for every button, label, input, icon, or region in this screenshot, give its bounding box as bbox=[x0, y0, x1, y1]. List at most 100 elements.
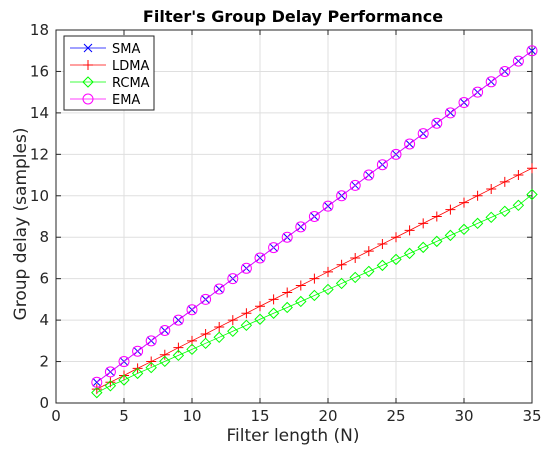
data-point-ema bbox=[159, 324, 171, 336]
data-point-ldma bbox=[241, 308, 252, 319]
axes-box bbox=[55, 29, 533, 404]
data-point-ldma bbox=[472, 190, 483, 201]
legend-entry-sma: SMA bbox=[70, 42, 140, 57]
data-point-rcma bbox=[172, 349, 185, 362]
x-tick-label: 20 bbox=[318, 407, 337, 425]
data-point-rcma bbox=[403, 247, 416, 260]
data-point-ema bbox=[512, 55, 524, 67]
data-point-ema bbox=[91, 376, 103, 388]
data-point-ema bbox=[104, 366, 116, 378]
data-point-ldma bbox=[323, 266, 333, 277]
data-point-ldma bbox=[336, 259, 347, 270]
y-tick-label: 0 bbox=[39, 394, 49, 412]
data-point-ema bbox=[295, 221, 307, 233]
data-point-ema bbox=[336, 190, 348, 202]
data-point-ldma bbox=[459, 197, 469, 208]
data-point-ldma bbox=[445, 204, 456, 215]
series-ldma bbox=[91, 163, 537, 395]
data-point-ldma bbox=[214, 321, 225, 332]
data-point-ldma bbox=[404, 225, 415, 236]
legend-marker-ema bbox=[82, 93, 94, 105]
data-point-rcma bbox=[227, 325, 239, 338]
y-tick-label: 8 bbox=[39, 228, 49, 246]
data-point-rcma bbox=[458, 223, 470, 236]
chart-title: Filter's Group Delay Performance bbox=[143, 7, 443, 26]
x-tick-label: 10 bbox=[182, 407, 201, 425]
data-point-rcma bbox=[240, 319, 253, 331]
data-point-ema bbox=[431, 117, 443, 129]
series-line-ema bbox=[96, 50, 533, 383]
data-point-rcma bbox=[186, 343, 198, 356]
y-tick-label: 4 bbox=[39, 311, 49, 329]
data-point-ema bbox=[213, 283, 225, 295]
data-point-ldma bbox=[486, 183, 497, 194]
data-point-ema bbox=[172, 314, 184, 326]
data-point-ldma bbox=[499, 176, 510, 187]
data-point-ldma bbox=[227, 315, 238, 326]
x-tick-label: 5 bbox=[119, 407, 129, 425]
data-point-ema bbox=[390, 148, 402, 160]
data-point-ema bbox=[227, 273, 239, 285]
x-tick-label: 30 bbox=[454, 407, 473, 425]
data-point-ldma bbox=[200, 328, 211, 339]
data-point-ema bbox=[322, 200, 334, 212]
data-point-ldma bbox=[527, 163, 537, 174]
data-point-rcma bbox=[322, 283, 334, 296]
data-point-ldma bbox=[431, 211, 442, 222]
data-point-ldma bbox=[513, 170, 524, 181]
data-point-ldma bbox=[418, 218, 429, 229]
data-point-ldma bbox=[268, 294, 279, 305]
data-point-ldma bbox=[146, 356, 157, 367]
data-point-ema bbox=[458, 97, 470, 109]
data-point-ldma bbox=[255, 301, 265, 312]
data-point-rcma bbox=[485, 211, 497, 224]
data-point-ema bbox=[240, 262, 252, 274]
data-point-ema bbox=[376, 159, 388, 171]
legend-marker-sma bbox=[83, 43, 93, 53]
legend-label-ldma: LDMA bbox=[112, 59, 149, 74]
data-point-ema bbox=[363, 169, 375, 181]
data-point-ldma bbox=[282, 287, 293, 298]
data-point-rcma bbox=[512, 199, 525, 212]
data-point-ema bbox=[145, 335, 157, 347]
y-tick-label: 10 bbox=[30, 187, 49, 205]
data-point-rcma bbox=[131, 367, 144, 380]
data-point-ema bbox=[417, 128, 429, 140]
data-point-ldma bbox=[391, 232, 401, 243]
y-tick-label: 12 bbox=[30, 145, 49, 163]
data-point-ema bbox=[349, 179, 361, 191]
data-point-rcma bbox=[308, 289, 321, 302]
data-point-ema bbox=[186, 304, 198, 316]
data-point-ema bbox=[268, 242, 280, 254]
data-point-ldma bbox=[309, 273, 320, 284]
y-tick-label: 18 bbox=[30, 21, 49, 39]
data-point-ldma bbox=[363, 246, 374, 257]
data-point-ema bbox=[118, 356, 130, 368]
data-point-rcma bbox=[145, 361, 157, 374]
legend-label-rcma: RCMA bbox=[112, 76, 150, 91]
x-tick-label: 35 bbox=[522, 407, 541, 425]
legend-label-sma: SMA bbox=[112, 42, 140, 57]
data-point-rcma bbox=[431, 235, 443, 248]
y-tick-label: 6 bbox=[39, 270, 49, 288]
data-point-rcma bbox=[254, 313, 266, 325]
series-line-rcma bbox=[96, 194, 533, 393]
x-tick-label: 15 bbox=[250, 407, 269, 425]
x-tick-label: 0 bbox=[51, 407, 61, 425]
data-point-ema bbox=[254, 252, 266, 264]
y-tick-label: 2 bbox=[39, 353, 49, 371]
data-point-ema bbox=[132, 345, 144, 357]
legend-marker-rcma bbox=[82, 76, 94, 88]
data-point-ldma bbox=[350, 252, 361, 263]
data-point-rcma bbox=[376, 259, 389, 272]
data-point-rcma bbox=[104, 380, 117, 392]
data-point-ema bbox=[308, 211, 320, 222]
data-point-rcma bbox=[199, 337, 212, 350]
legend-entry-ema: EMA bbox=[70, 93, 140, 108]
data-point-ema bbox=[444, 107, 456, 119]
data-point-rcma bbox=[213, 331, 225, 344]
data-point-ldma bbox=[377, 239, 388, 250]
x-tick-label: 25 bbox=[386, 407, 405, 425]
data-point-rcma bbox=[267, 307, 280, 319]
